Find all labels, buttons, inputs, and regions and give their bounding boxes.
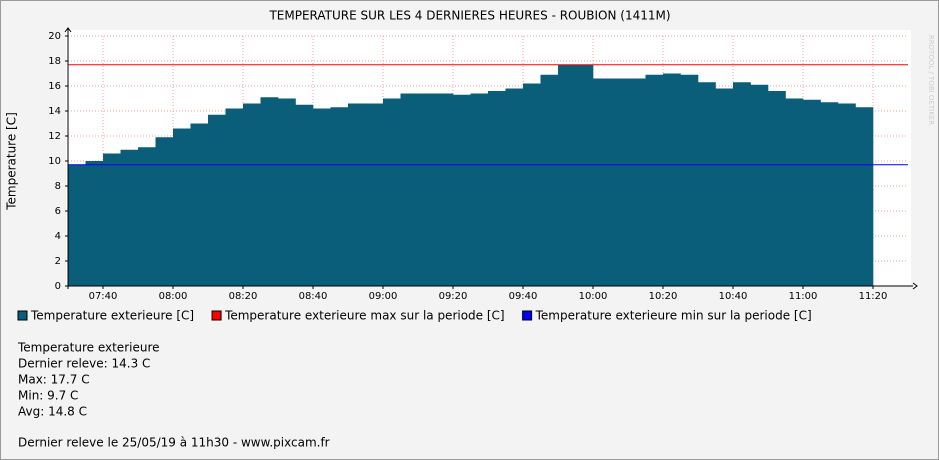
y-tick-label: 2 — [55, 256, 61, 267]
y-tick-label: 4 — [55, 231, 61, 242]
bar — [610, 78, 629, 286]
bar — [68, 164, 86, 286]
x-tick-label: 10:00 — [579, 291, 608, 302]
bar — [768, 91, 786, 286]
bar — [663, 73, 681, 286]
y-axis — [64, 27, 72, 289]
x-tick-label: 11:20 — [859, 291, 888, 302]
bar — [138, 147, 156, 286]
bar — [628, 78, 646, 286]
bar — [715, 88, 734, 286]
y-tick-label: 10 — [48, 156, 61, 167]
y-tick-label: 14 — [48, 106, 61, 117]
bar — [540, 74, 559, 286]
y-tick-label: 6 — [55, 206, 61, 217]
x-tick-label: 10:40 — [719, 291, 748, 302]
bar — [103, 153, 121, 286]
stat-line: Avg: 14.8 C — [18, 405, 87, 419]
chart-title: TEMPERATURE SUR LES 4 DERNIERES HEURES -… — [268, 9, 670, 23]
bar — [243, 103, 261, 286]
legend-swatch — [211, 310, 222, 321]
bar — [680, 74, 699, 286]
y-tick-label: 0 — [55, 281, 61, 292]
bar — [733, 82, 751, 286]
bar — [365, 103, 384, 286]
bar — [505, 88, 524, 286]
bar — [400, 93, 419, 286]
legend-label: Temperature exterieure [C] — [30, 309, 194, 323]
x-tick-label: 09:20 — [439, 291, 468, 302]
x-tick-label: 07:40 — [89, 291, 118, 302]
bar — [453, 94, 471, 286]
stat-line: Max: 17.7 C — [18, 373, 90, 387]
bar — [225, 108, 244, 286]
x-tick-label: 11:00 — [789, 291, 818, 302]
bar — [155, 137, 174, 286]
bar — [838, 103, 856, 286]
stat-line: Min: 9.7 C — [18, 389, 78, 403]
bar — [820, 102, 839, 286]
bar — [470, 93, 489, 286]
bar — [85, 161, 104, 286]
bar — [260, 97, 279, 286]
x-axis — [65, 282, 918, 290]
y-tick-label: 16 — [48, 81, 61, 92]
legend-label: Temperature exterieure max sur la period… — [224, 309, 505, 323]
x-tick-label: 08:40 — [299, 291, 328, 302]
bar — [208, 114, 226, 286]
bar — [383, 98, 401, 286]
legend-swatch — [17, 310, 28, 321]
legend-label: Temperature exterieure min sur la period… — [535, 309, 812, 323]
y-tick-label: 8 — [55, 181, 61, 192]
stat-line: Temperature exterieure — [17, 341, 160, 355]
bar — [593, 78, 611, 286]
bar — [698, 82, 716, 286]
y-tick-label: 20 — [48, 31, 61, 42]
x-tick-label: 10:20 — [649, 291, 678, 302]
bar — [330, 107, 349, 286]
bar — [855, 107, 874, 286]
bar — [313, 108, 331, 286]
x-tick-label: 08:20 — [229, 291, 258, 302]
bar — [418, 93, 436, 286]
bar — [173, 128, 191, 286]
footer: Dernier releve le 25/05/19 à 11h30 - www… — [18, 436, 330, 450]
x-tick-label: 09:40 — [509, 291, 538, 302]
bar — [750, 84, 769, 286]
bar — [348, 103, 366, 286]
bar — [295, 104, 314, 286]
bar — [803, 99, 821, 286]
bar — [523, 83, 541, 286]
stat-line: Dernier releve: 14.3 C — [18, 357, 150, 371]
bar — [645, 74, 664, 286]
x-tick-label: 09:00 — [369, 291, 398, 302]
bar — [120, 149, 139, 286]
bar — [575, 64, 594, 286]
watermark: RRDTOOL / TOBI OETIKER — [927, 35, 935, 125]
x-tick-label: 08:00 — [159, 291, 188, 302]
y-axis-label: Temperature [C] — [5, 112, 19, 211]
bar — [278, 98, 296, 286]
bar — [190, 123, 209, 286]
bar — [488, 91, 506, 286]
y-tick-label: 18 — [48, 56, 61, 67]
bar — [785, 98, 804, 286]
bar — [558, 64, 576, 286]
y-tick-label: 12 — [48, 131, 61, 142]
bar — [435, 93, 454, 286]
legend-swatch — [522, 310, 533, 321]
